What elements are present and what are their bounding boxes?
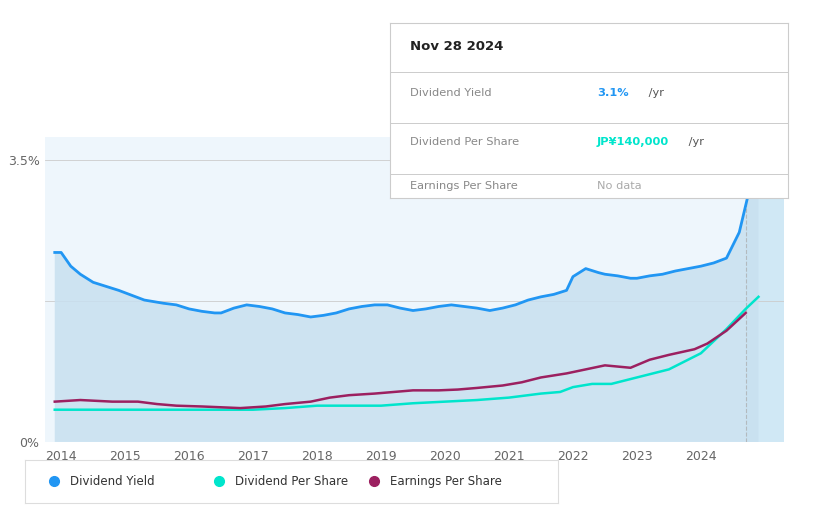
Text: Dividend Yield: Dividend Yield — [410, 88, 492, 98]
Text: Past: Past — [737, 139, 760, 148]
Text: /yr: /yr — [685, 137, 704, 147]
Text: Nov 28 2024: Nov 28 2024 — [410, 40, 503, 53]
Text: Earnings Per Share: Earnings Per Share — [410, 181, 517, 191]
Text: Dividend Per Share: Dividend Per Share — [410, 137, 519, 147]
Text: 3.1%: 3.1% — [597, 88, 629, 98]
Text: No data: No data — [597, 181, 642, 191]
Text: Earnings Per Share: Earnings Per Share — [390, 475, 502, 488]
Text: Dividend Per Share: Dividend Per Share — [236, 475, 349, 488]
Bar — [745, 137, 784, 442]
Text: Dividend Yield: Dividend Yield — [70, 475, 154, 488]
Text: JP¥140,000: JP¥140,000 — [597, 137, 669, 147]
Text: /yr: /yr — [644, 88, 664, 98]
